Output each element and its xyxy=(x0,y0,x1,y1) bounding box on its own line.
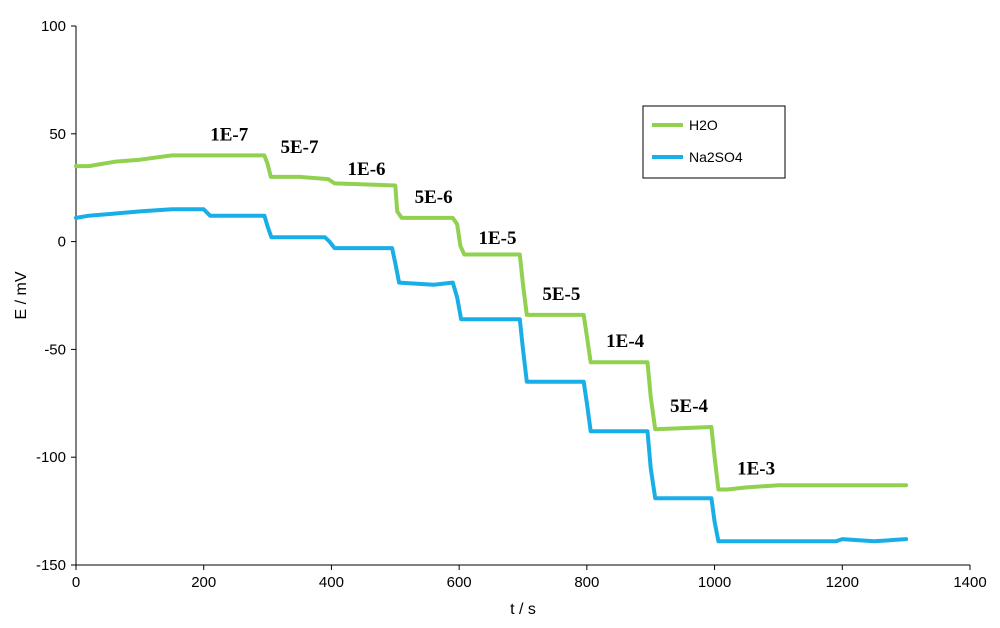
x-tick-label: 1400 xyxy=(953,574,986,591)
x-tick-label: 400 xyxy=(319,574,344,591)
y-tick-label: 0 xyxy=(58,234,66,251)
concentration-label: 5E-5 xyxy=(542,284,580,305)
concentration-label: 5E-4 xyxy=(670,396,709,417)
concentration-label: 1E-7 xyxy=(210,124,249,145)
concentration-label: 1E-5 xyxy=(478,228,516,249)
legend-label: Na2SO4 xyxy=(689,149,743,165)
concentration-label: 1E-3 xyxy=(737,458,775,479)
y-tick-label: 50 xyxy=(49,126,66,143)
concentration-label: 5E-6 xyxy=(415,187,453,208)
legend-box xyxy=(642,105,786,179)
series-line-na2so4 xyxy=(74,207,909,544)
y-tick-label: -100 xyxy=(36,449,66,466)
y-tick-label: -50 xyxy=(44,341,66,358)
x-axis-title: t / s xyxy=(510,601,536,618)
legend-label: H2O xyxy=(689,117,718,133)
series-line-h2o xyxy=(74,153,909,492)
y-tick-label: 100 xyxy=(41,18,66,35)
x-tick-label: 800 xyxy=(574,574,599,591)
x-tick-label: 1200 xyxy=(826,574,859,591)
x-tick-label: 1000 xyxy=(698,574,731,591)
chart-annotations: 1E-7 5E-7 1E-6 5E-6 1E-5 5E-5 1E-4 5E-4 1E-3 xyxy=(210,124,775,479)
concentration-label: 1E-6 xyxy=(348,159,386,180)
y-tick-label: -150 xyxy=(36,557,66,574)
concentration-label: 5E-7 xyxy=(281,137,320,158)
x-tick-label: 200 xyxy=(191,574,216,591)
concentration-label: 1E-4 xyxy=(606,331,645,352)
y-axis-title: E / mV xyxy=(13,271,30,319)
x-tick-label: 0 xyxy=(72,574,80,591)
chart-legend: H2O Na2SO4 xyxy=(642,105,786,179)
x-tick-label: 600 xyxy=(447,574,472,591)
chart-series xyxy=(74,153,909,544)
